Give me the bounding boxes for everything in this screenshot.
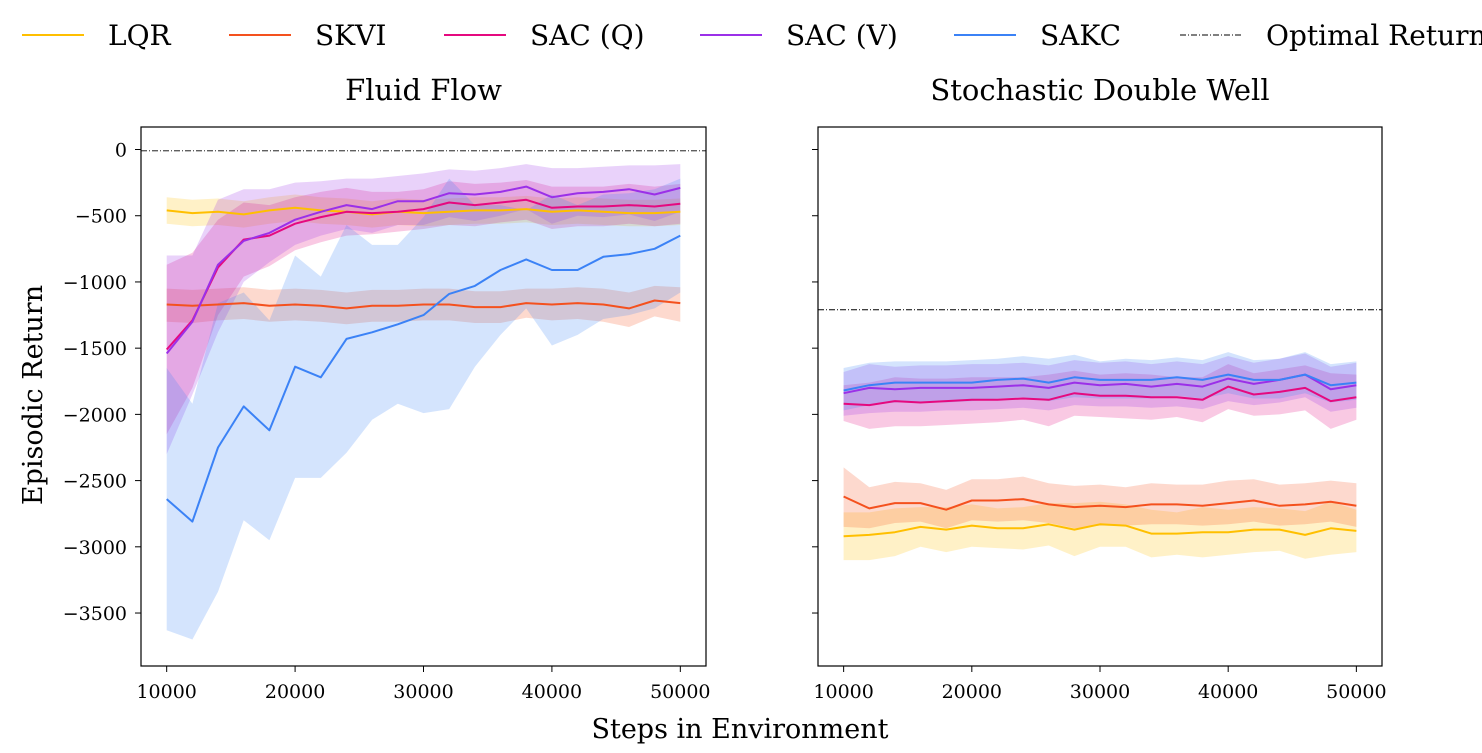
chart-title: Stochastic Double Well bbox=[930, 73, 1269, 107]
legend-label: SAC (V) bbox=[786, 19, 898, 52]
series-line-lqr bbox=[166, 206, 681, 216]
confidence-band-lqr bbox=[843, 501, 1357, 561]
plot-area bbox=[818, 309, 1382, 561]
series-line-sakc bbox=[843, 373, 1357, 392]
series-line-sac-q- bbox=[843, 385, 1357, 407]
series-line-skvi bbox=[843, 495, 1357, 511]
x-tick-label: 50000 bbox=[650, 681, 710, 703]
y-tick-label: −2500 bbox=[63, 471, 127, 493]
legend-label: SAC (Q) bbox=[530, 19, 645, 52]
y-tick-label: −2000 bbox=[63, 404, 127, 426]
confidence-band-skvi bbox=[843, 467, 1357, 529]
x-tick-label: 50000 bbox=[1326, 681, 1386, 703]
y-tick-label: −500 bbox=[75, 206, 127, 228]
legend-entry: SAC (V) bbox=[700, 19, 898, 52]
legend-label: Optimal Return bbox=[1266, 19, 1482, 52]
series-line-lqr bbox=[843, 523, 1357, 538]
confidence-band-skvi bbox=[166, 285, 681, 327]
confidence-band-sakc bbox=[166, 178, 681, 640]
y-tick-label: −3000 bbox=[63, 537, 127, 559]
y-tick-label: −3500 bbox=[63, 603, 127, 625]
y-tick-label: −1500 bbox=[63, 338, 127, 360]
legend-label: SKVI bbox=[315, 19, 386, 52]
x-tick-label: 40000 bbox=[522, 681, 582, 703]
x-tick-label: 10000 bbox=[813, 681, 873, 703]
legend-label: LQR bbox=[108, 19, 172, 52]
legend-entry: SAC (Q) bbox=[444, 19, 645, 52]
x-tick-label: 20000 bbox=[265, 681, 325, 703]
x-tick-label: 40000 bbox=[1198, 681, 1258, 703]
confidence-band-sac-q- bbox=[166, 180, 681, 435]
panel-stochastic-double-well: Stochastic Double Well 10000 20000 30000 400… bbox=[812, 73, 1387, 703]
legend-entry: SAKC bbox=[954, 19, 1121, 52]
y-tick-label: 0 bbox=[115, 140, 127, 162]
x-tick-label: 20000 bbox=[942, 681, 1002, 703]
x-tick-label: 30000 bbox=[1070, 681, 1130, 703]
confidence-band-sac-v- bbox=[166, 164, 681, 455]
series-line-sac-v- bbox=[843, 373, 1357, 395]
x-tick-label: 10000 bbox=[136, 681, 196, 703]
chart-title: Fluid Flow bbox=[345, 73, 502, 107]
series-line-sac-v- bbox=[165, 185, 681, 355]
legend-entry: SKVI bbox=[229, 19, 386, 52]
x-tick-label: 30000 bbox=[393, 681, 453, 703]
y-axis-label: Episodic Return bbox=[18, 285, 49, 505]
legend-entry: Optimal Return bbox=[1180, 19, 1482, 52]
legend-label: SAKC bbox=[1040, 19, 1121, 52]
plot-area bbox=[141, 150, 706, 640]
y-tick-label: −1000 bbox=[63, 272, 127, 294]
panel-fluid-flow: Fluid Flow 10000 20000 30000 40000 50000 0 −500… bbox=[63, 73, 711, 703]
series-line-skvi bbox=[166, 299, 681, 310]
series-line-sakc bbox=[166, 234, 681, 523]
x-axis-label: Steps in Environment bbox=[591, 714, 888, 745]
legend: LQR SKVI SAC (Q) SAC (V) SAKC Optimal Return bbox=[22, 19, 1482, 52]
legend-entry: LQR bbox=[22, 19, 172, 52]
confidence-band-sakc bbox=[843, 352, 1357, 411]
